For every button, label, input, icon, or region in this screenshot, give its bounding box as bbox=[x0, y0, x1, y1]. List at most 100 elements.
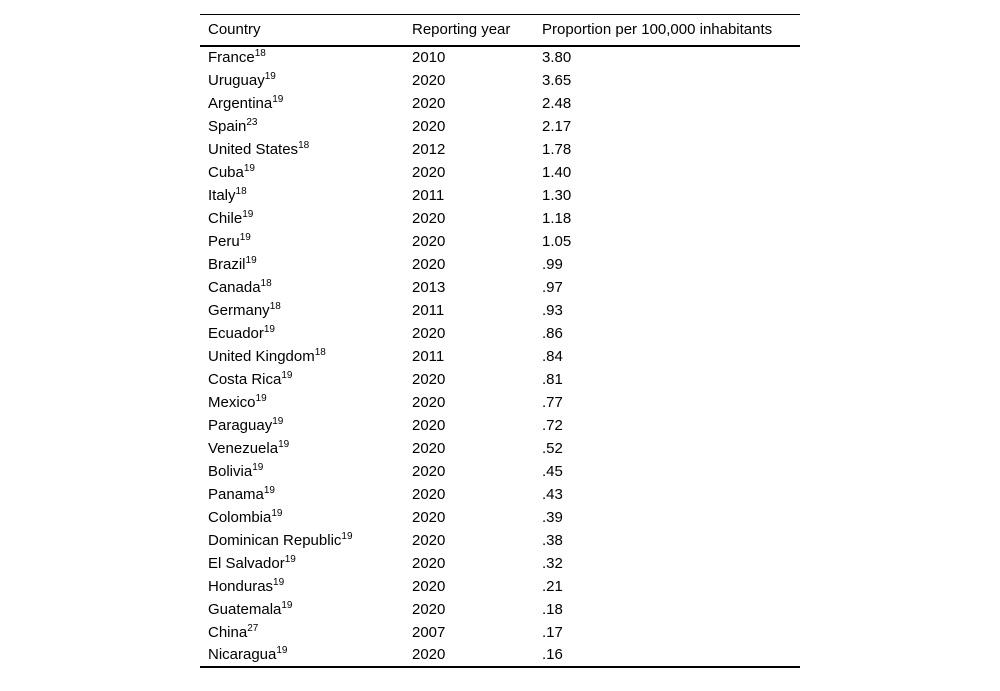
country-cell: China27 bbox=[200, 621, 412, 644]
country-cell: Mexico19 bbox=[200, 391, 412, 414]
country-name: Canada bbox=[208, 278, 261, 296]
country-cell: El Salvador19 bbox=[200, 552, 412, 575]
footnote-ref: 18 bbox=[298, 139, 310, 151]
footnote-ref: 19 bbox=[243, 162, 255, 174]
country-name: Honduras bbox=[208, 577, 274, 595]
country-name: Cuba bbox=[208, 163, 244, 181]
country-cell: Peru19 bbox=[200, 230, 412, 253]
country-name: Colombia bbox=[208, 508, 272, 526]
table-row: Mexico19 2020.77 bbox=[200, 391, 800, 414]
proportion-cell: 1.78 bbox=[542, 140, 572, 158]
footnote-ref: 19 bbox=[341, 530, 353, 542]
proportion-cell: .52 bbox=[542, 439, 563, 457]
country-name: Dominican Republic bbox=[208, 531, 342, 549]
table-row: United Kingdom18 2011.84 bbox=[200, 345, 800, 368]
column-header-reporting-year: Reporting year bbox=[412, 21, 511, 39]
country-cell: Ecuador19 bbox=[200, 322, 412, 345]
proportion-cell: 2.17 bbox=[542, 117, 572, 135]
proportion-cell: 2.48 bbox=[542, 94, 572, 112]
footnote-ref: 19 bbox=[252, 461, 264, 473]
reporting-year-cell: 2020 bbox=[412, 416, 446, 434]
country-name: Costa Rica bbox=[208, 370, 282, 388]
proportion-cell: .77 bbox=[542, 393, 563, 411]
country-name: Argentina bbox=[208, 94, 273, 112]
proportion-cell: .93 bbox=[542, 301, 563, 319]
reporting-year-cell: 2012 bbox=[412, 140, 446, 158]
footnote-ref: 18 bbox=[235, 185, 247, 197]
footnote-ref: 19 bbox=[263, 323, 275, 335]
country-cell: France18 bbox=[200, 46, 412, 69]
table-header-row: Country Reporting year Proportion per 10… bbox=[200, 15, 800, 46]
proportion-table: Country Reporting year Proportion per 10… bbox=[200, 14, 800, 668]
country-name: Spain bbox=[208, 117, 247, 135]
country-cell: Canada18 bbox=[200, 276, 412, 299]
table-row: Guatemala19 2020.18 bbox=[200, 598, 800, 621]
table-row: Spain23 2020 2.17 bbox=[200, 115, 800, 138]
reporting-year-cell: 2020 bbox=[412, 577, 446, 595]
country-name: Bolivia bbox=[208, 462, 253, 480]
country-name: Mexico bbox=[208, 393, 256, 411]
table-row: Paraguay19 2020.72 bbox=[200, 414, 800, 437]
proportion-cell: 1.40 bbox=[542, 163, 572, 181]
proportion-cell: .16 bbox=[542, 646, 563, 663]
country-name: Germany bbox=[208, 301, 270, 319]
country-cell: Paraguay19 bbox=[200, 414, 412, 437]
footnote-ref: 19 bbox=[272, 93, 284, 105]
footnote-ref: 19 bbox=[281, 369, 293, 381]
country-name: Brazil bbox=[208, 255, 246, 273]
reporting-year-cell: 2020 bbox=[412, 232, 446, 250]
proportion-cell: 1.30 bbox=[542, 186, 572, 204]
reporting-year-cell: 2020 bbox=[412, 94, 446, 112]
footnote-ref: 18 bbox=[269, 300, 281, 312]
country-cell: Dominican Republic19 bbox=[200, 529, 412, 552]
reporting-year-cell: 2020 bbox=[412, 600, 446, 618]
table-row: El Salvador19 2020.32 bbox=[200, 552, 800, 575]
country-name: El Salvador bbox=[208, 554, 285, 572]
country-name: China bbox=[208, 623, 248, 641]
proportion-cell: .86 bbox=[542, 324, 563, 342]
proportion-cell: .45 bbox=[542, 462, 563, 480]
table-row: Venezuela19 2020.52 bbox=[200, 437, 800, 460]
country-cell: United Kingdom18 bbox=[200, 345, 412, 368]
country-cell: Germany18 bbox=[200, 299, 412, 322]
country-cell: Brazil19 bbox=[200, 253, 412, 276]
footnote-ref: 19 bbox=[271, 507, 283, 519]
country-name: Paraguay bbox=[208, 416, 273, 434]
table-row: Dominican Republic19 2020.38 bbox=[200, 529, 800, 552]
footnote-ref: 19 bbox=[239, 231, 251, 243]
country-name: United Kingdom bbox=[208, 347, 315, 365]
country-name: Venezuela bbox=[208, 439, 279, 457]
footnote-ref: 19 bbox=[263, 484, 275, 496]
country-cell: Spain23 bbox=[200, 115, 412, 138]
country-cell: Cuba19 bbox=[200, 161, 412, 184]
country-name: United States bbox=[208, 140, 299, 158]
country-cell: Costa Rica19 bbox=[200, 368, 412, 391]
reporting-year-cell: 2020 bbox=[412, 393, 446, 411]
reporting-year-cell: 2020 bbox=[412, 462, 446, 480]
table-row: Uruguay19 2020 3.65 bbox=[200, 69, 800, 92]
footnote-ref: 19 bbox=[276, 645, 288, 656]
table-row: Peru19 2020 1.05 bbox=[200, 230, 800, 253]
country-name: Peru bbox=[208, 232, 240, 250]
footnote-ref: 19 bbox=[255, 392, 267, 404]
footnote-ref: 19 bbox=[272, 415, 284, 427]
reporting-year-cell: 2007 bbox=[412, 623, 446, 641]
proportion-cell: .21 bbox=[542, 577, 563, 595]
reporting-year-cell: 2020 bbox=[412, 163, 446, 181]
proportion-cell: .72 bbox=[542, 416, 563, 434]
table-row: Panama19 2020.43 bbox=[200, 483, 800, 506]
reporting-year-cell: 2020 bbox=[412, 71, 446, 89]
footnote-ref: 18 bbox=[260, 277, 272, 289]
country-cell: Panama19 bbox=[200, 483, 412, 506]
country-cell: Uruguay19 bbox=[200, 69, 412, 92]
table-row: Costa Rica19 2020.81 bbox=[200, 368, 800, 391]
country-cell: Nicaragua19 bbox=[200, 644, 412, 667]
proportion-cell: .84 bbox=[542, 347, 563, 365]
column-header-proportion: Proportion per 100,000 inhabitants bbox=[542, 21, 773, 39]
table-row: China27 2007.17 bbox=[200, 621, 800, 644]
reporting-year-cell: 2010 bbox=[412, 49, 446, 66]
country-cell: Italy18 bbox=[200, 184, 412, 207]
footnote-ref: 19 bbox=[242, 208, 254, 220]
proportion-cell: .81 bbox=[542, 370, 563, 388]
